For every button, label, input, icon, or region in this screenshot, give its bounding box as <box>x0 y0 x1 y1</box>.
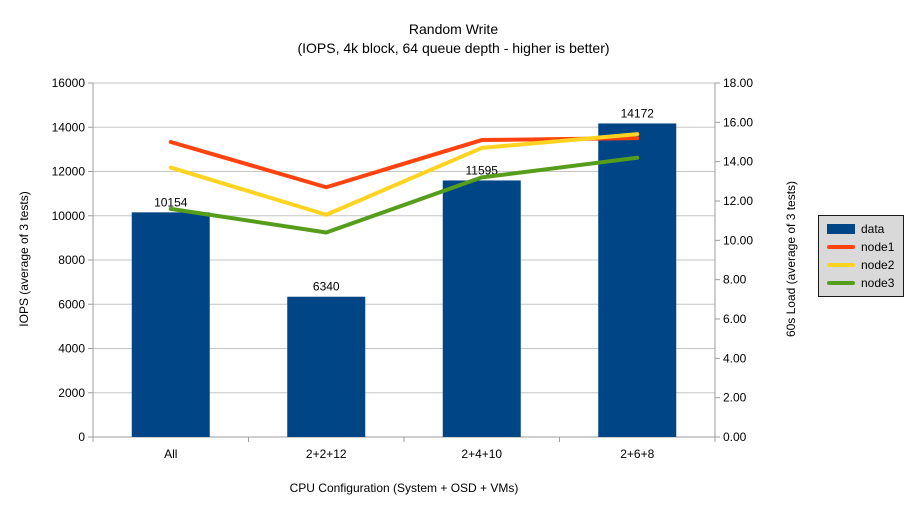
legend-entry-node1: node1 <box>827 239 903 254</box>
bar-value-label: 14172 <box>621 106 655 120</box>
legend-entry-data: data <box>827 221 903 236</box>
left-axis-tick-label: 6000 <box>58 297 85 311</box>
bar-value-label: 10154 <box>154 195 188 209</box>
category-label: 2+2+12 <box>306 447 347 461</box>
right-axis-tick-label: 12.00 <box>723 194 753 208</box>
chart-title-block: Random Write (IOPS, 4k block, 64 queue d… <box>0 20 907 58</box>
bar-data-2+6+8 <box>598 123 677 437</box>
bar-data-All <box>131 212 210 437</box>
right-axis-tick-label: 8.00 <box>723 273 747 287</box>
line-series-node3 <box>168 155 640 235</box>
left-axis-tick-label: 2000 <box>58 386 85 400</box>
right-axis-title: 60s Load (average of 3 tests) <box>784 180 798 338</box>
legend-line-swatch-node2 <box>827 263 855 267</box>
left-axis-title: IOPS (average of 3 tests) <box>17 191 31 327</box>
line-series-node2 <box>168 132 640 217</box>
right-axis-tick-label: 6.00 <box>723 312 747 326</box>
right-axis-tick-label: 0.00 <box>723 430 747 444</box>
left-axis-tick-label: 4000 <box>58 342 85 356</box>
bar-data-2+4+10 <box>442 180 521 437</box>
x-axis-title: CPU Configuration (System + OSD + VMs) <box>289 481 519 495</box>
right-axis-tick-label: 2.00 <box>723 391 747 405</box>
legend-label-data: data <box>861 221 885 236</box>
left-axis-tick-label: 12000 <box>52 165 86 179</box>
left-axis-tick-label: 16000 <box>52 76 86 90</box>
right-axis-tick-label: 14.00 <box>723 155 753 169</box>
left-axis-tick-label: 8000 <box>58 253 85 267</box>
legend-entry-node2: node2 <box>827 257 903 272</box>
right-axis-tick-label: 10.00 <box>723 233 753 247</box>
left-axis-tick-label: 0 <box>78 430 85 444</box>
category-label: 2+6+8 <box>620 447 654 461</box>
chart-title: Random Write <box>408 21 499 37</box>
legend-label-node3: node3 <box>861 275 895 290</box>
category-label: All <box>164 447 177 461</box>
legend-label-node2: node2 <box>861 257 895 272</box>
right-axis-tick-label: 18.00 <box>723 76 753 90</box>
legend-line-swatch-node1 <box>827 245 855 249</box>
right-axis-tick-label: 4.00 <box>723 351 747 365</box>
legend-label-node1: node1 <box>861 239 895 254</box>
left-axis-tick-label: 14000 <box>52 120 86 134</box>
bar-value-label: 11595 <box>466 163 499 177</box>
right-axis-tick-label: 16.00 <box>723 115 753 129</box>
legend-bar-swatch-data <box>827 224 855 234</box>
legend-line-swatch-node3 <box>827 281 855 285</box>
chart-subtitle: (IOPS, 4k block, 64 queue depth - higher… <box>297 40 610 56</box>
legend-entry-node3: node3 <box>827 275 903 290</box>
category-label: 2+4+10 <box>461 447 502 461</box>
legend: data node1 node2 node3 <box>818 215 904 297</box>
left-axis-tick-label: 10000 <box>52 209 86 223</box>
bar-value-label: 6340 <box>313 280 340 294</box>
bar-data-2+2+12 <box>287 296 366 437</box>
